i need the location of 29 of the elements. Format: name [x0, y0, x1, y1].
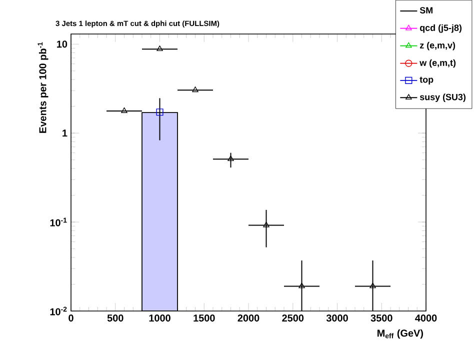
y-axis-title: Events per 100 pb$^{-1}$ — [38, 42, 48, 133]
y-tick-label: 1 — [62, 130, 68, 137]
legend-label: SM — [420, 7, 432, 14]
y-tick-label: 10 — [57, 40, 68, 48]
x-tick-label: 3500 — [370, 314, 392, 322]
x-axis-title: M$_{eff}$ (GeV) — [378, 329, 423, 339]
x-tick-label: 0 — [68, 314, 74, 322]
x-tick-label: 2000 — [238, 314, 260, 322]
point — [370, 282, 376, 288]
point — [228, 156, 234, 162]
legend-label: z (e,m,v) — [420, 42, 456, 50]
point — [192, 86, 198, 92]
legend-label: top — [420, 76, 434, 84]
x-tick-label: 1500 — [194, 314, 215, 322]
y-tick-label: 10$^{-1}$ — [50, 218, 67, 226]
legend-label: w (e,m,t) — [420, 59, 456, 68]
x-tick-label: 1000 — [149, 314, 170, 322]
point — [156, 108, 164, 116]
point — [298, 282, 305, 288]
x-tick-label: 2500 — [282, 314, 304, 322]
x-tick-label: 4000 — [415, 314, 437, 322]
point — [263, 222, 270, 228]
legend-label: qcd (j5-j8) — [420, 24, 462, 33]
x-tick-label: 500 — [107, 314, 124, 322]
point — [156, 46, 163, 52]
x-tick-label: 3000 — [326, 314, 348, 322]
legend-label: susy (SU3) — [420, 94, 466, 102]
y-tick-label: 10$^{-2}$ — [50, 306, 67, 316]
point — [121, 108, 128, 113]
